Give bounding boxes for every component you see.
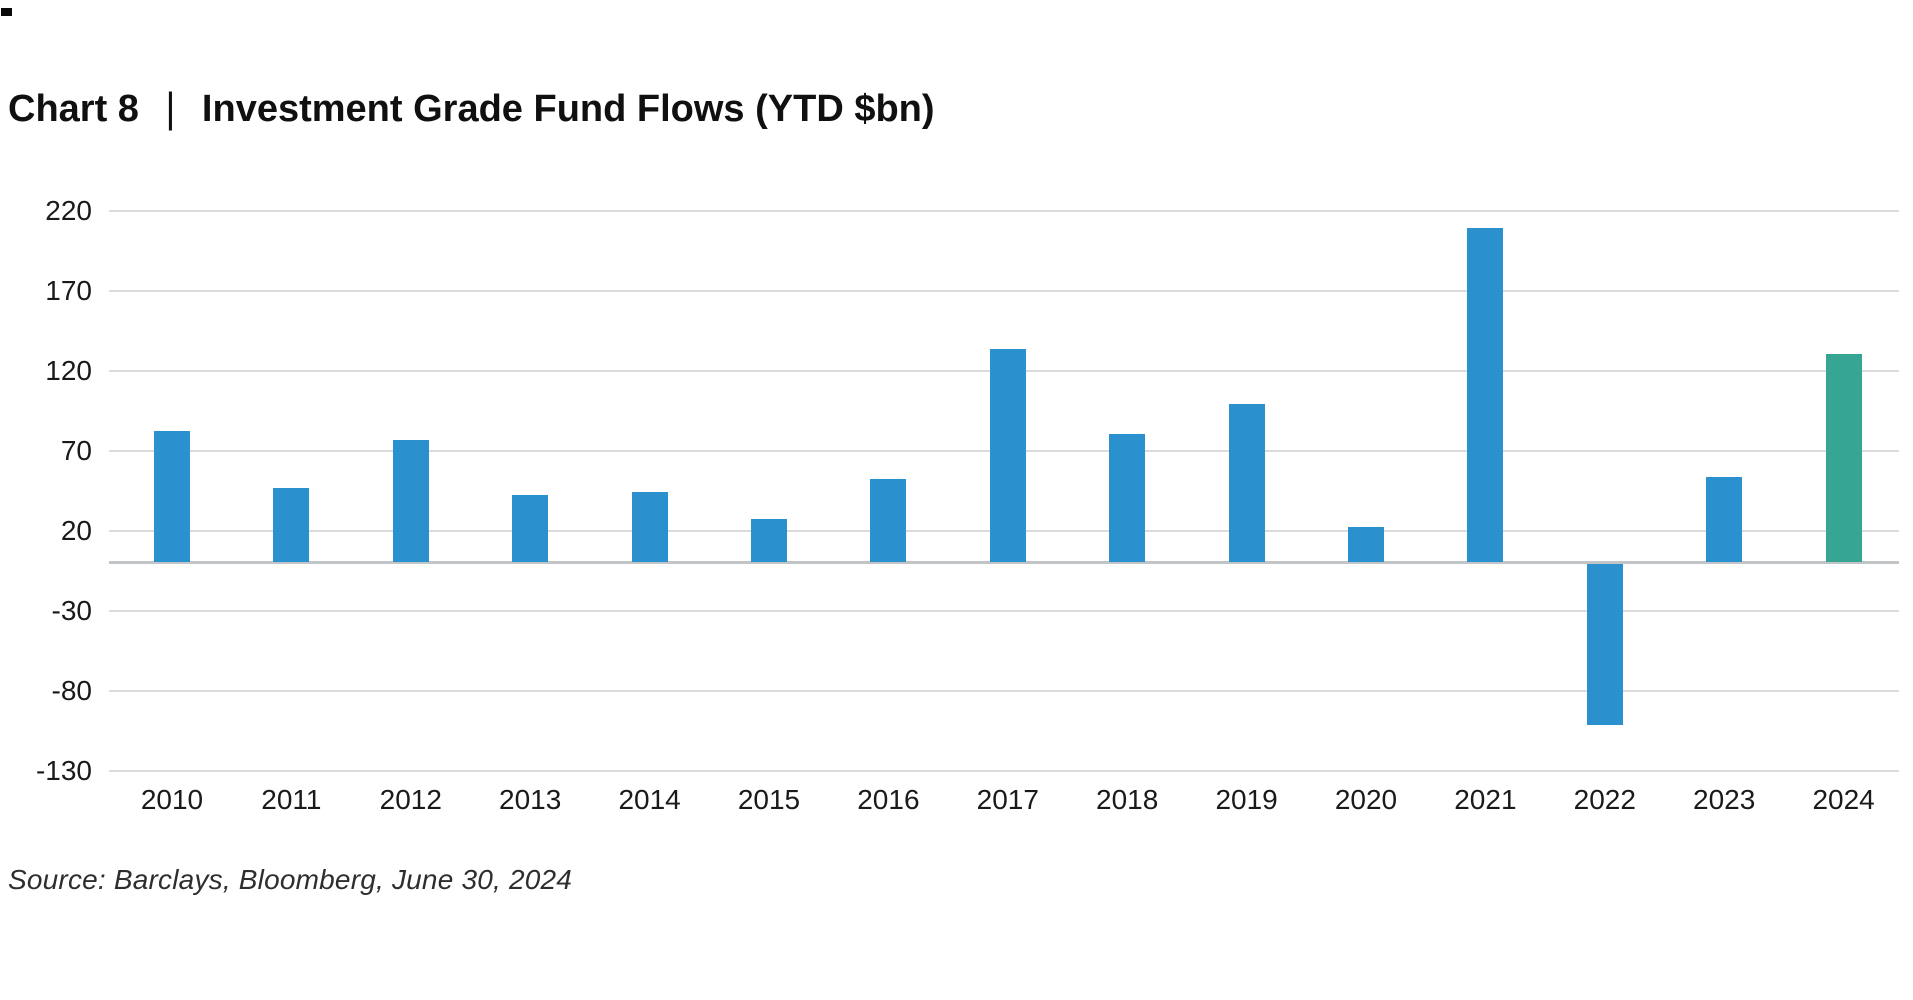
x-tick-label-2024: 2024 (1812, 784, 1875, 815)
bar-2013 (512, 494, 549, 562)
bar-2018 (1109, 434, 1146, 562)
gridline--30 (109, 610, 1899, 612)
x-tick-label-2022: 2022 (1573, 784, 1636, 815)
bar-chart-plot-area (109, 210, 1899, 772)
chart-title-text: Investment Grade Fund Flows (YTD $bn) (201, 88, 935, 130)
bar-2023 (1706, 477, 1743, 562)
bar-2022 (1586, 564, 1623, 726)
x-tick-label-2013: 2013 (499, 784, 562, 815)
x-tick-label-2019: 2019 (1215, 784, 1278, 815)
y-tick-label-20: 20 (60, 515, 92, 546)
x-tick-label-2023: 2023 (1693, 784, 1756, 815)
page-corner-mark (1, 8, 12, 16)
x-tick-label-2018: 2018 (1096, 784, 1159, 815)
y-tick-label-70: 70 (60, 435, 92, 466)
source-note: Source: Barclays, Bloomberg, June 30, 20… (8, 864, 573, 895)
y-tick-label--30: -30 (51, 595, 92, 626)
x-tick-label-2012: 2012 (379, 784, 442, 815)
gridline--130 (109, 770, 1899, 772)
y-tick-label--80: -80 (51, 675, 92, 706)
chart-number-label: Chart 8 (8, 88, 139, 130)
bar-2019 (1228, 403, 1265, 562)
y-tick-label--130: -130 (35, 755, 92, 786)
x-tick-label-2010: 2010 (140, 784, 204, 815)
x-tick-label-2014: 2014 (618, 784, 681, 815)
bar-2016 (870, 478, 907, 562)
gridline-220 (109, 210, 1899, 212)
x-tick-label-2015: 2015 (737, 784, 801, 815)
bar-2012 (392, 440, 429, 562)
y-tick-label-220: 220 (45, 195, 92, 226)
x-tick-label-2011: 2011 (261, 784, 322, 815)
bar-2014 (631, 491, 668, 562)
chart-title: Chart 8 | Investment Grade Fund Flows (Y… (8, 85, 935, 133)
bar-2021 (1467, 227, 1504, 562)
gridline-170 (109, 290, 1899, 292)
bar-2015 (751, 518, 787, 562)
y-tick-label-170: 170 (45, 275, 92, 306)
bar-2011 (273, 488, 310, 562)
title-separator: | (165, 85, 176, 133)
bar-2020 (1348, 526, 1384, 562)
bar-2010 (154, 430, 190, 562)
bar-2024 (1825, 354, 1862, 562)
x-tick-label-2017: 2017 (976, 784, 1039, 815)
zero-baseline (109, 561, 1899, 564)
x-tick-label-2021: 2021 (1454, 784, 1517, 815)
y-tick-label-120: 120 (45, 355, 92, 386)
x-tick-label-2020: 2020 (1334, 784, 1398, 815)
x-tick-label-2016: 2016 (857, 784, 920, 815)
gridline--80 (109, 690, 1899, 692)
bar-2017 (989, 349, 1026, 562)
